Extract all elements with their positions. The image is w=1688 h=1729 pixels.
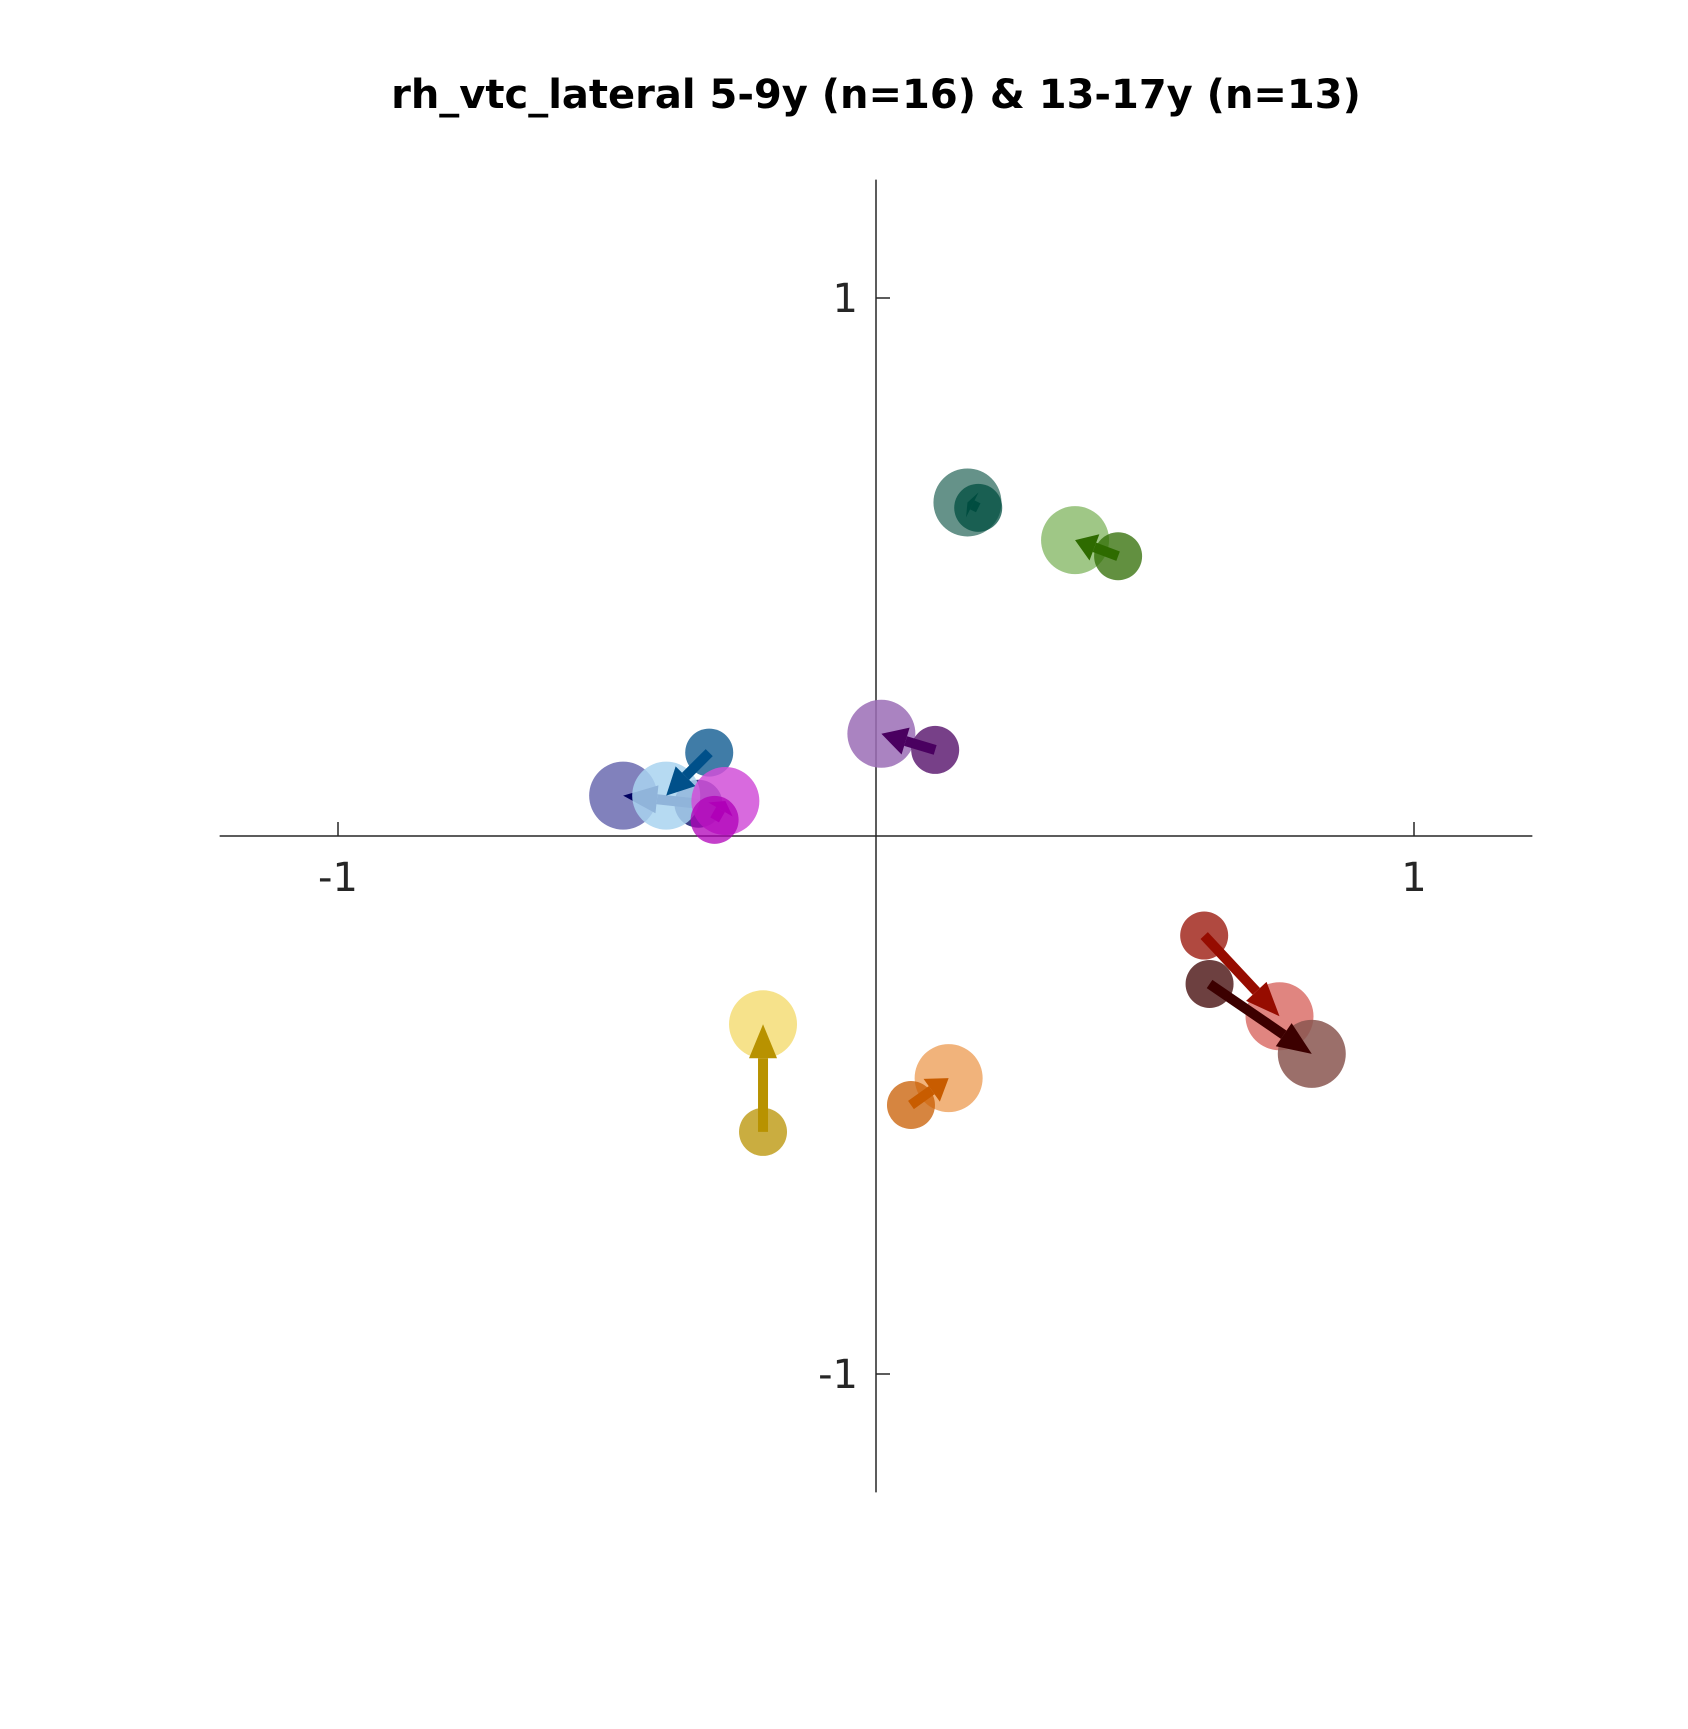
arrow-shaft: [904, 736, 937, 755]
arrow-shaft: [682, 749, 713, 780]
y-tick-label: 1: [833, 276, 858, 322]
y-tick-label: -1: [818, 1352, 858, 1398]
arrow-head: [708, 801, 733, 817]
series-group: [847, 699, 960, 774]
arrow-shaft: [1200, 932, 1260, 995]
series-group: [632, 728, 734, 830]
tick-labels: -1 1 1 -1: [318, 276, 1427, 1398]
arrow-shaft: [1206, 979, 1287, 1039]
arrow-head: [666, 766, 696, 796]
arrow-head: [881, 727, 910, 755]
chart-title: rh_vtc_lateral 5-9y (n=16) & 13-17y (n=1…: [391, 72, 1361, 118]
arrow-head: [1246, 981, 1280, 1017]
young-point: [954, 483, 1003, 532]
x-tick-label: -1: [318, 855, 358, 901]
series-group: [1185, 959, 1346, 1088]
series-group: [886, 1044, 983, 1129]
arrow-shaft: [1092, 542, 1120, 561]
series-group: [933, 468, 1003, 537]
arrow-shaft: [710, 807, 725, 823]
data-marks: [589, 468, 1346, 1156]
axes: [219, 179, 1533, 1493]
arrow-shaft: [970, 500, 981, 513]
arrow-head: [749, 1024, 778, 1059]
arrow-shaft: [908, 1086, 935, 1110]
series-group: [690, 767, 760, 844]
arrow-head: [923, 1078, 949, 1102]
x-tick-label: 1: [1401, 855, 1426, 901]
series-group: [729, 990, 798, 1156]
series-group: [1041, 506, 1143, 581]
arrow-head: [966, 492, 979, 518]
arrow-head: [1275, 1023, 1312, 1054]
arrow-head: [1075, 534, 1100, 561]
